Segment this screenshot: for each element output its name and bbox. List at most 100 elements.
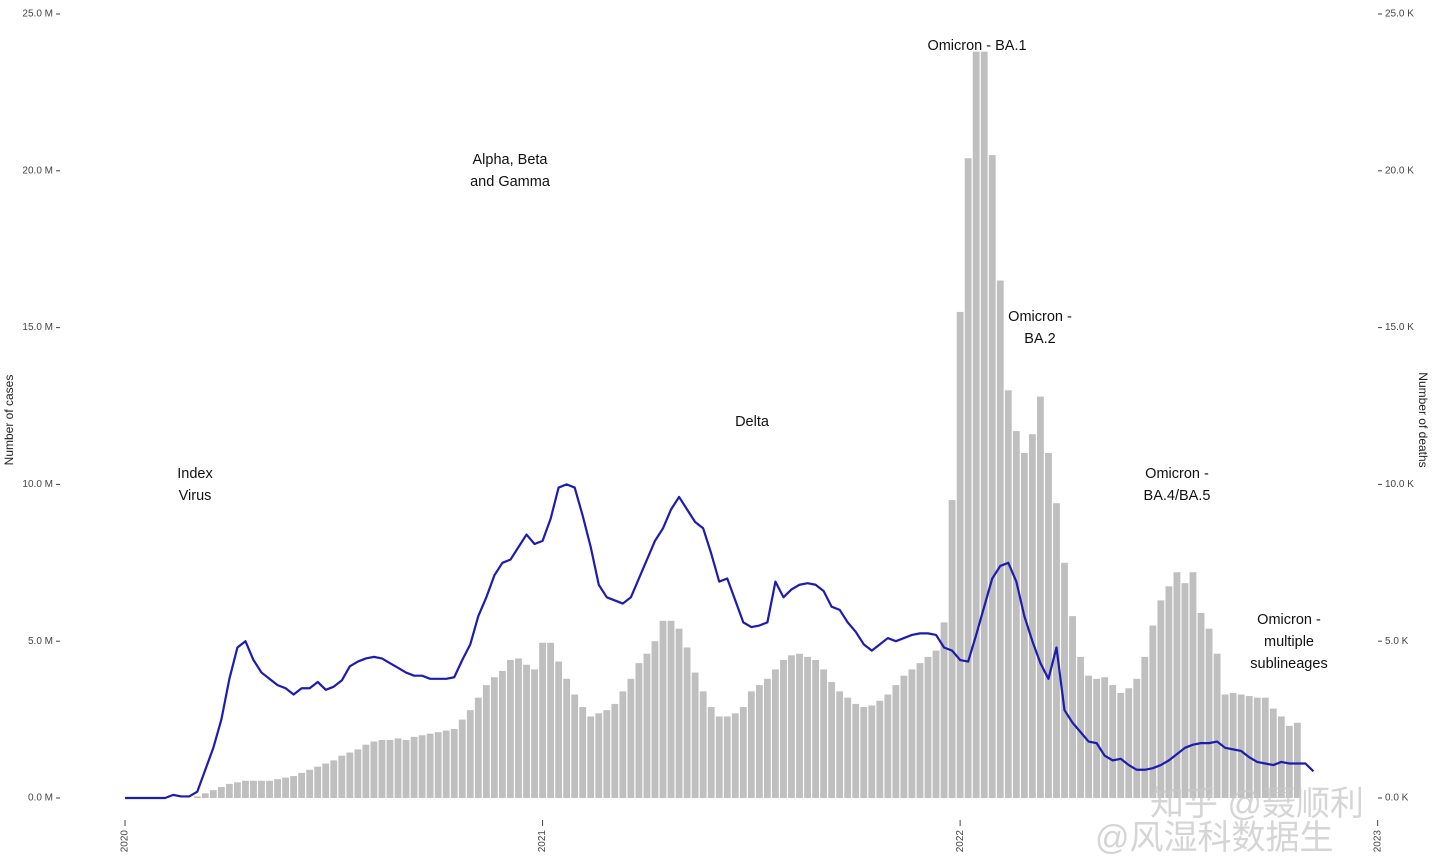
annotation: Alpha, Beta and Gamma bbox=[470, 152, 551, 190]
bar bbox=[402, 739, 410, 798]
bar bbox=[1141, 656, 1149, 798]
bar bbox=[225, 783, 233, 798]
y-tick-label: 10.0 M bbox=[22, 479, 53, 490]
annotation-line: Delta bbox=[735, 414, 770, 430]
bar bbox=[354, 749, 362, 798]
bar bbox=[844, 697, 852, 798]
bar bbox=[876, 700, 884, 798]
bar bbox=[258, 780, 265, 798]
bar bbox=[1285, 725, 1293, 798]
y2-axis-title: Number of deaths bbox=[1416, 372, 1430, 467]
x-tick-label: 2020 bbox=[120, 830, 131, 853]
bar bbox=[1221, 694, 1229, 798]
bar bbox=[868, 705, 876, 798]
bar bbox=[988, 155, 996, 798]
bar bbox=[418, 735, 426, 798]
bar bbox=[675, 628, 683, 798]
bar bbox=[1165, 586, 1173, 798]
bar bbox=[507, 660, 514, 798]
bar bbox=[1069, 616, 1076, 798]
bar bbox=[611, 703, 619, 798]
bar bbox=[394, 738, 402, 798]
bar bbox=[755, 685, 763, 798]
bar bbox=[796, 653, 803, 798]
bar bbox=[595, 713, 603, 798]
bar bbox=[1213, 653, 1221, 798]
bar bbox=[523, 664, 530, 798]
annotation-line: multiple bbox=[1264, 634, 1314, 650]
y2-tick-label: 20.0 K bbox=[1385, 165, 1414, 176]
bar bbox=[209, 790, 217, 798]
bar bbox=[900, 675, 908, 798]
bar bbox=[932, 650, 940, 798]
annotation: Delta bbox=[735, 414, 770, 430]
bar bbox=[250, 780, 257, 798]
bar bbox=[852, 703, 860, 798]
bar bbox=[201, 793, 209, 798]
bar bbox=[217, 787, 225, 798]
bar bbox=[1157, 600, 1165, 798]
bar bbox=[474, 697, 482, 798]
bar bbox=[780, 660, 787, 798]
bar bbox=[579, 707, 587, 798]
bar bbox=[627, 678, 635, 798]
bar bbox=[547, 642, 555, 798]
bar bbox=[1012, 431, 1020, 798]
bar bbox=[836, 691, 844, 798]
bar bbox=[763, 678, 771, 798]
bar bbox=[362, 744, 370, 798]
bar bbox=[515, 658, 522, 798]
y-tick-label: 0.0 M bbox=[28, 793, 53, 804]
bar bbox=[747, 691, 755, 798]
bar bbox=[1004, 390, 1012, 798]
annotation-line: BA.2 bbox=[1024, 331, 1055, 347]
bar bbox=[1028, 434, 1036, 798]
watermark: 知乎 @聂顺利 bbox=[1150, 785, 1364, 823]
bar bbox=[659, 620, 667, 798]
bar bbox=[314, 766, 322, 798]
annotation: Index Virus bbox=[177, 466, 213, 504]
bar bbox=[266, 780, 273, 798]
bar bbox=[322, 763, 330, 798]
bar bbox=[683, 647, 691, 798]
annotation-line: sublineages bbox=[1250, 656, 1327, 672]
bar bbox=[772, 669, 779, 798]
bar bbox=[1261, 697, 1269, 798]
bar bbox=[426, 733, 434, 798]
bar bbox=[498, 670, 506, 798]
bar bbox=[643, 653, 651, 798]
annotation-line: Alpha, Beta bbox=[473, 152, 549, 168]
bar bbox=[956, 311, 964, 798]
bar bbox=[699, 691, 707, 798]
annotation: Omicron - BA.4/BA.5 bbox=[1144, 466, 1211, 504]
bar bbox=[948, 500, 956, 798]
y-tick-label: 15.0 M bbox=[22, 322, 53, 333]
bar bbox=[924, 656, 932, 798]
bar bbox=[635, 663, 643, 798]
y2-tick-label: 15.0 K bbox=[1385, 322, 1414, 333]
bar bbox=[1205, 628, 1213, 798]
bar bbox=[651, 641, 659, 798]
bar bbox=[274, 779, 281, 798]
bar bbox=[1085, 675, 1093, 798]
bar bbox=[916, 663, 924, 798]
annotation: Omicron - BA.1 bbox=[927, 38, 1026, 54]
bar bbox=[234, 782, 241, 798]
bars bbox=[193, 51, 1301, 799]
bar bbox=[539, 642, 546, 798]
x-tick-label: 2021 bbox=[537, 830, 548, 853]
y2-tick-label: 0.0 K bbox=[1385, 793, 1409, 804]
y-tick-label: 5.0 M bbox=[28, 636, 53, 647]
bar bbox=[691, 672, 699, 798]
bar bbox=[603, 710, 611, 798]
bar bbox=[563, 678, 571, 798]
annotation-line: Omicron - bbox=[1257, 612, 1321, 628]
bar bbox=[908, 669, 916, 798]
bar bbox=[619, 691, 627, 798]
deaths-line bbox=[125, 483, 1315, 800]
bar bbox=[450, 729, 458, 798]
bar bbox=[282, 777, 290, 798]
bar bbox=[434, 732, 442, 798]
annotation-line: Omicron - bbox=[1145, 466, 1209, 482]
bar bbox=[1253, 697, 1261, 798]
